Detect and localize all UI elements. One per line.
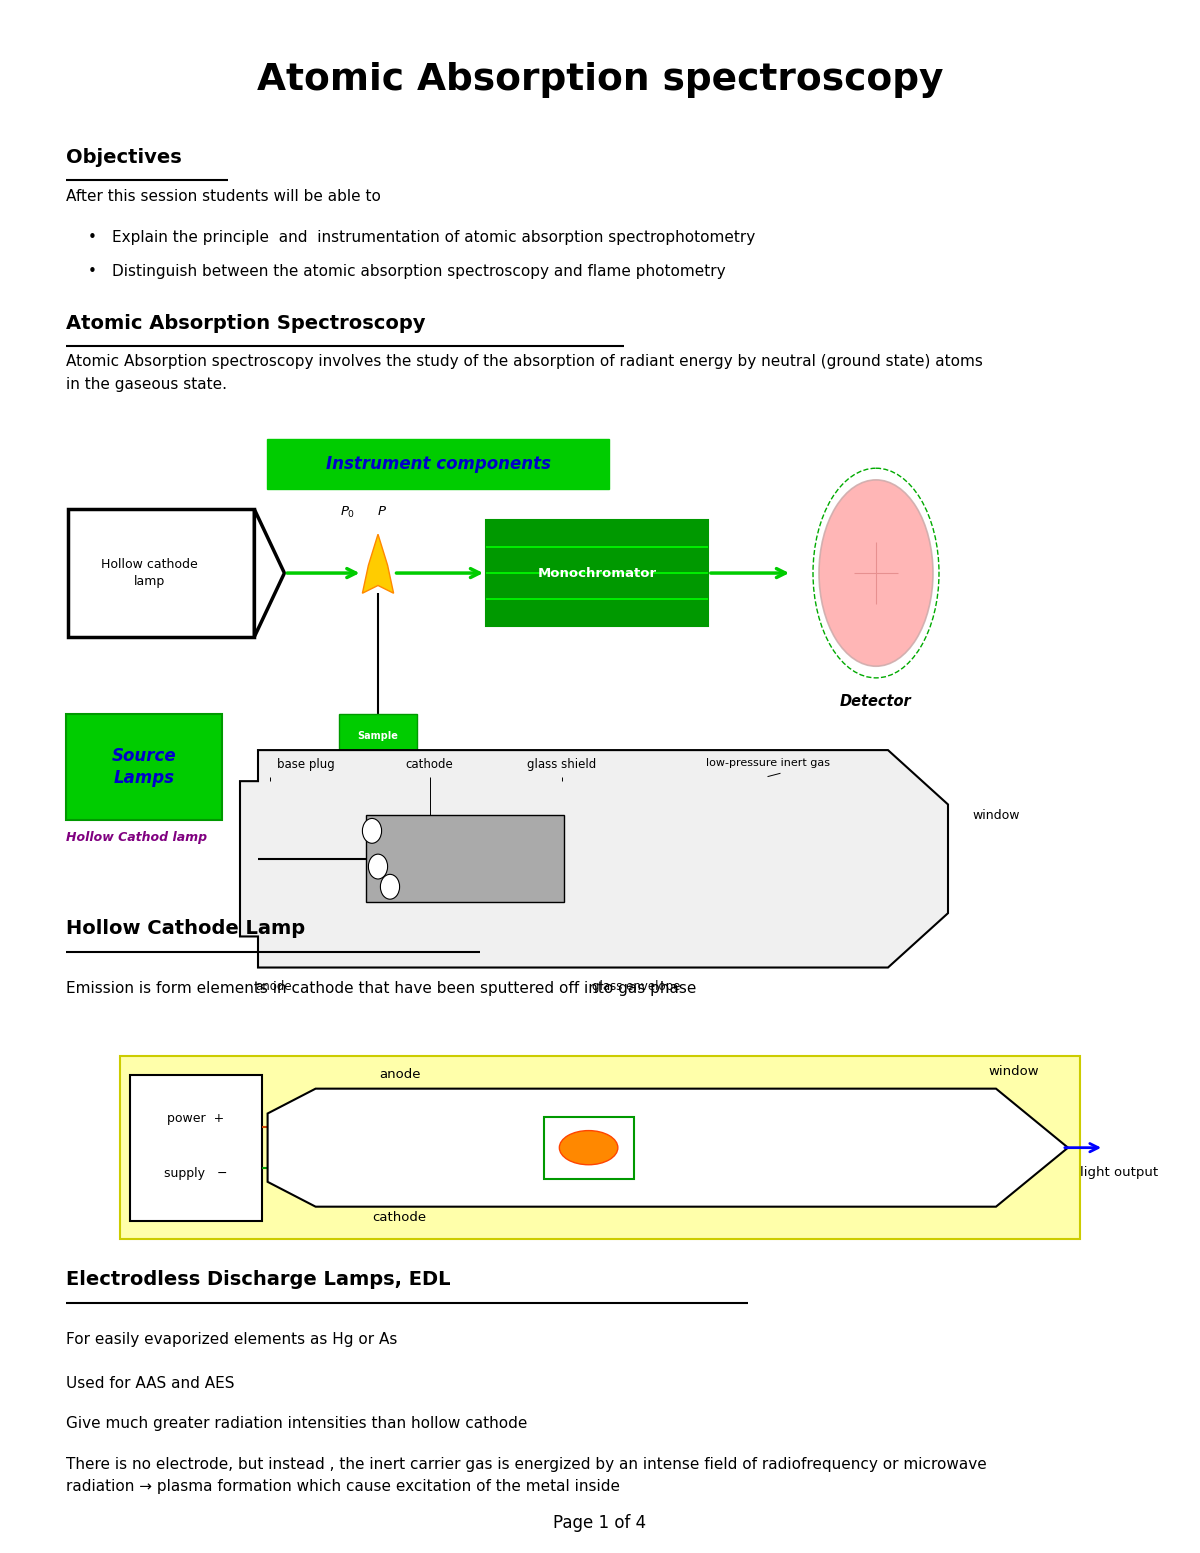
FancyBboxPatch shape (338, 714, 418, 758)
Text: window: window (972, 809, 1020, 822)
FancyBboxPatch shape (68, 509, 254, 637)
FancyBboxPatch shape (130, 1075, 262, 1221)
Text: window: window (989, 1065, 1039, 1078)
Text: anode: anode (379, 1068, 420, 1081)
Text: Atomic Absorption Spectroscopy: Atomic Absorption Spectroscopy (66, 314, 426, 332)
Text: There is no electrode, but instead , the inert carrier gas is energized by an in: There is no electrode, but instead , the… (66, 1457, 986, 1494)
Text: Emission is form elements in cathode that have been sputtered off into gas phase: Emission is form elements in cathode tha… (66, 981, 696, 997)
Text: Page 1 of 4: Page 1 of 4 (553, 1514, 647, 1533)
Text: Atomic Absorption spectroscopy: Atomic Absorption spectroscopy (257, 62, 943, 98)
Polygon shape (268, 1089, 1068, 1207)
Text: glass envelope: glass envelope (592, 980, 680, 992)
Text: Distinguish between the atomic absorption spectroscopy and flame photometry: Distinguish between the atomic absorptio… (112, 264, 725, 280)
Circle shape (362, 818, 382, 843)
Text: light output: light output (1080, 1166, 1158, 1179)
Text: Monochromator: Monochromator (538, 567, 656, 579)
Text: After this session students will be able to: After this session students will be able… (66, 189, 380, 205)
Text: •: • (88, 264, 96, 280)
Text: Electrodless Discharge Lamps, EDL: Electrodless Discharge Lamps, EDL (66, 1270, 450, 1289)
FancyBboxPatch shape (486, 520, 708, 626)
Text: Explain the principle  and  instrumentation of atomic absorption spectrophotomet: Explain the principle and instrumentatio… (112, 230, 755, 245)
FancyBboxPatch shape (120, 1056, 1080, 1239)
Text: Instrument components: Instrument components (325, 455, 551, 474)
Text: Objectives: Objectives (66, 148, 181, 166)
FancyBboxPatch shape (366, 815, 564, 902)
Circle shape (368, 854, 388, 879)
Polygon shape (362, 534, 394, 593)
Text: Hollow Cathod lamp: Hollow Cathod lamp (66, 831, 208, 843)
Text: Sample: Sample (358, 731, 398, 741)
Text: For easily evaporized elements as Hg or As: For easily evaporized elements as Hg or … (66, 1332, 397, 1348)
Text: Atomic Absorption spectroscopy involves the study of the absorption of radiant e: Atomic Absorption spectroscopy involves … (66, 354, 983, 393)
Text: Give much greater radiation intensities than hollow cathode: Give much greater radiation intensities … (66, 1416, 527, 1432)
Text: •: • (88, 230, 96, 245)
Text: glass shield: glass shield (527, 758, 596, 770)
Text: base plug: base plug (277, 758, 335, 770)
Text: $P$: $P$ (377, 505, 386, 517)
Ellipse shape (559, 1131, 618, 1165)
Polygon shape (240, 750, 948, 968)
Text: supply   −: supply − (164, 1168, 227, 1180)
Text: Hollow Cathode Lamp: Hollow Cathode Lamp (66, 919, 305, 938)
Text: Used for AAS and AES: Used for AAS and AES (66, 1376, 234, 1391)
Text: anode: anode (256, 980, 292, 992)
FancyBboxPatch shape (66, 714, 222, 820)
FancyBboxPatch shape (266, 439, 608, 489)
FancyBboxPatch shape (544, 1117, 634, 1179)
Text: power  +: power + (167, 1112, 224, 1124)
Polygon shape (254, 509, 284, 637)
Text: Hollow cathode
lamp: Hollow cathode lamp (101, 558, 198, 589)
Text: Detector: Detector (840, 694, 912, 710)
Text: $P_0$: $P_0$ (341, 505, 355, 520)
Circle shape (380, 874, 400, 899)
Text: low-pressure inert gas: low-pressure inert gas (706, 758, 830, 767)
Text: Source
Lamps: Source Lamps (112, 747, 176, 787)
Text: cathode: cathode (372, 1211, 427, 1224)
Text: cathode: cathode (406, 758, 454, 770)
Ellipse shape (818, 480, 934, 666)
